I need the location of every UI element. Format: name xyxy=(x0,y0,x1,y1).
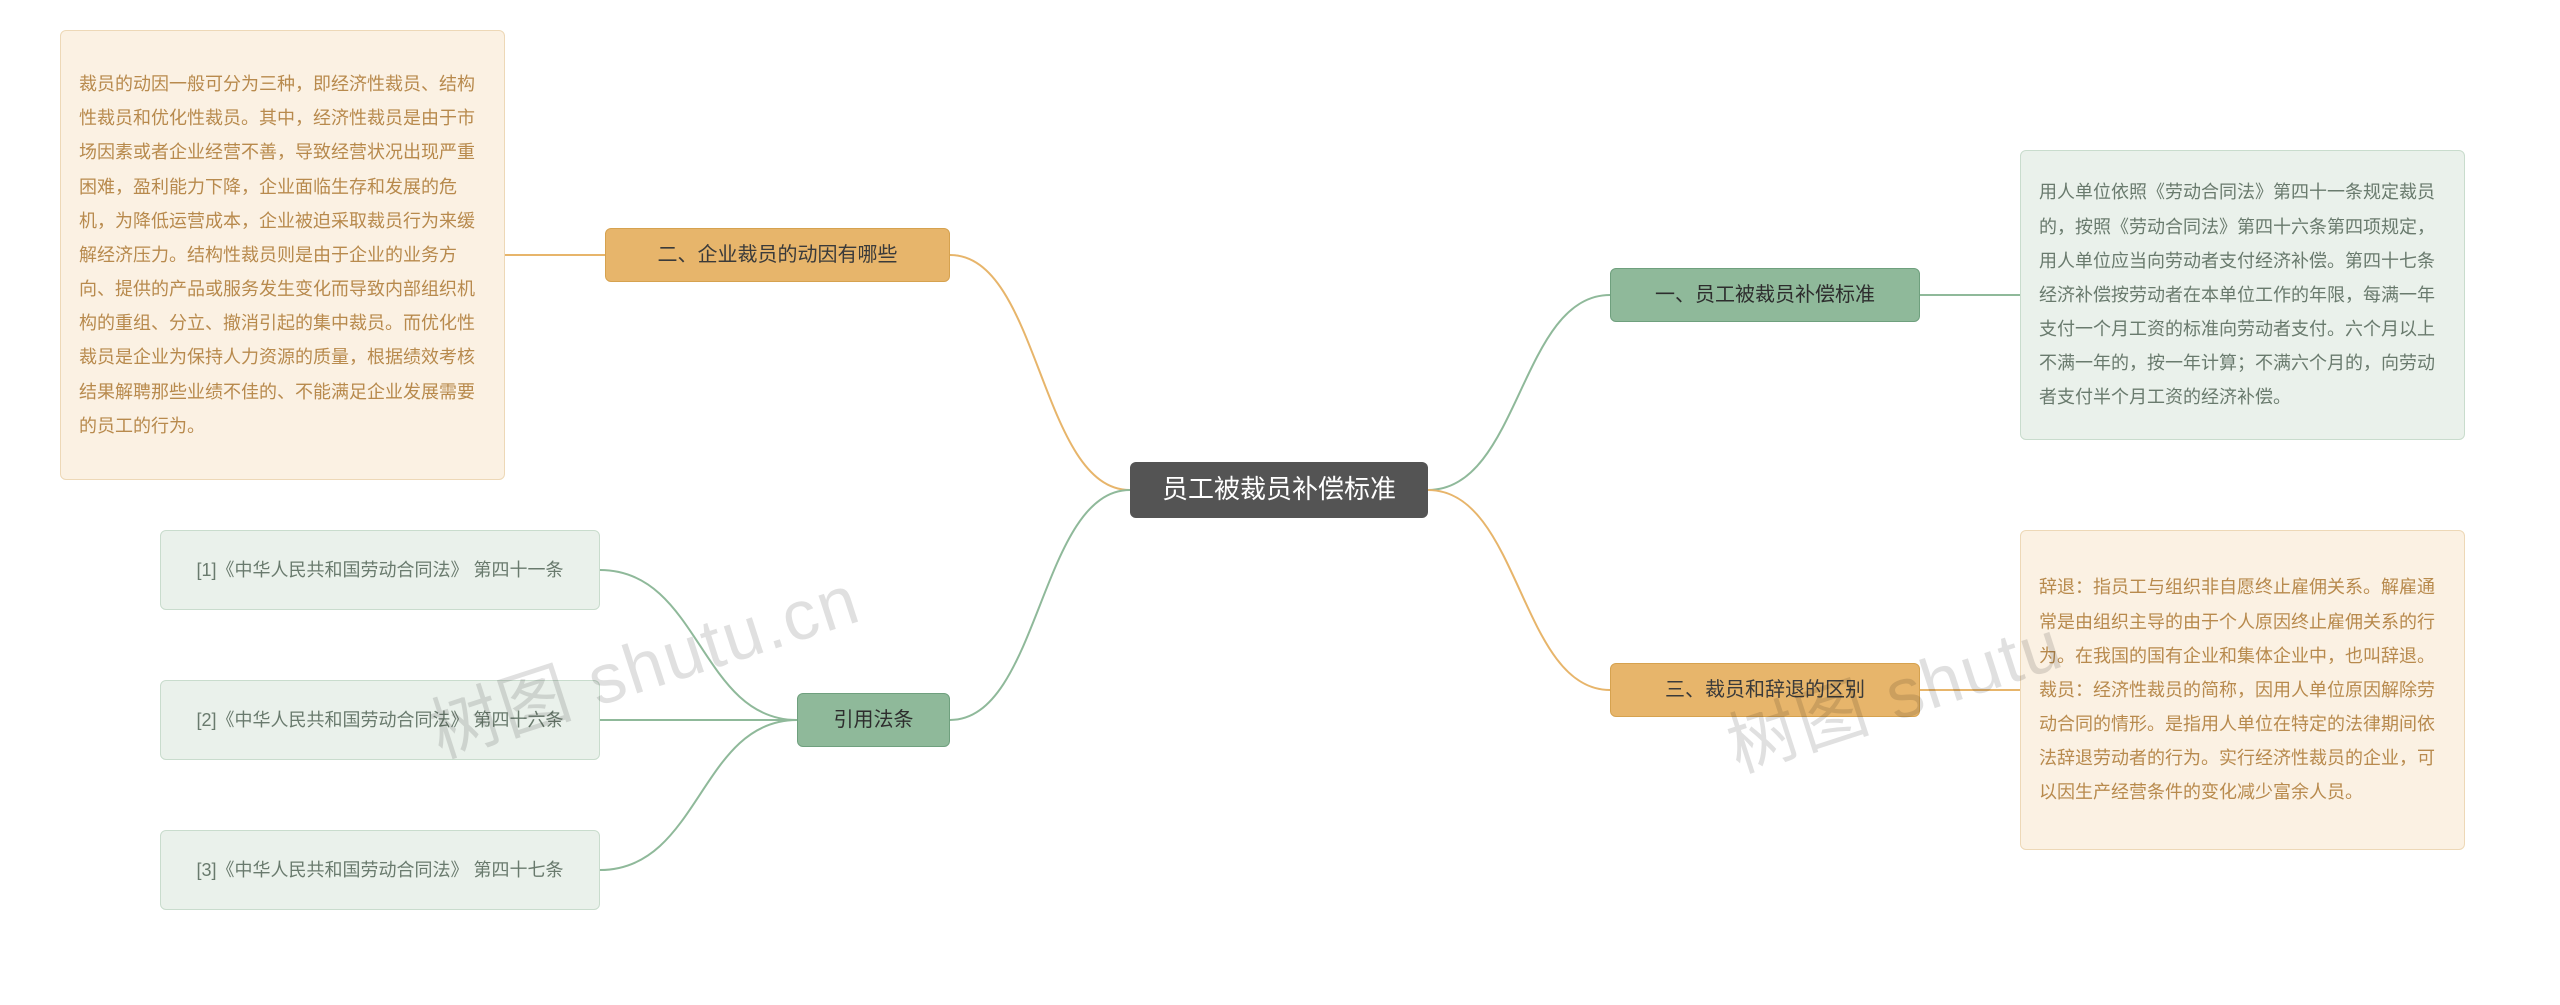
leaf-law-2-text: [2]《中华人民共和国劳动合同法》 第四十六条 xyxy=(196,703,563,737)
leaf-1-text: 用人单位依照《劳动合同法》第四十一条规定裁员的，按照《劳动合同法》第四十六条第四… xyxy=(2039,175,2446,414)
branch-2-label: 二、企业裁员的动因有哪些 xyxy=(658,239,898,271)
leaf-1: 用人单位依照《劳动合同法》第四十一条规定裁员的，按照《劳动合同法》第四十六条第四… xyxy=(2020,150,2465,440)
leaf-3-text: 辞退：指员工与组织非自愿终止雇佣关系。解雇通常是由组织主导的由于个人原因终止雇佣… xyxy=(2039,570,2446,809)
leaf-law-3-text: [3]《中华人民共和国劳动合同法》 第四十七条 xyxy=(196,853,563,887)
leaf-2: 裁员的动因一般可分为三种，即经济性裁员、结构性裁员和优化性裁员。其中，经济性裁员… xyxy=(60,30,505,480)
leaf-law-1: [1]《中华人民共和国劳动合同法》 第四十一条 xyxy=(160,530,600,610)
branch-3-label: 三、裁员和辞退的区别 xyxy=(1665,674,1865,706)
leaf-2-text: 裁员的动因一般可分为三种，即经济性裁员、结构性裁员和优化性裁员。其中，经济性裁员… xyxy=(79,67,486,443)
root-label: 员工被裁员补偿标准 xyxy=(1162,469,1396,511)
branch-3[interactable]: 三、裁员和辞退的区别 xyxy=(1610,663,1920,717)
leaf-law-3: [3]《中华人民共和国劳动合同法》 第四十七条 xyxy=(160,830,600,910)
branch-4-label: 引用法条 xyxy=(834,704,914,736)
leaf-3: 辞退：指员工与组织非自愿终止雇佣关系。解雇通常是由组织主导的由于个人原因终止雇佣… xyxy=(2020,530,2465,850)
branch-2[interactable]: 二、企业裁员的动因有哪些 xyxy=(605,228,950,282)
branch-4[interactable]: 引用法条 xyxy=(797,693,950,747)
leaf-law-1-text: [1]《中华人民共和国劳动合同法》 第四十一条 xyxy=(196,553,563,587)
leaf-law-2: [2]《中华人民共和国劳动合同法》 第四十六条 xyxy=(160,680,600,760)
branch-1-label: 一、员工被裁员补偿标准 xyxy=(1655,279,1875,311)
branch-1[interactable]: 一、员工被裁员补偿标准 xyxy=(1610,268,1920,322)
root-node[interactable]: 员工被裁员补偿标准 xyxy=(1130,462,1428,518)
